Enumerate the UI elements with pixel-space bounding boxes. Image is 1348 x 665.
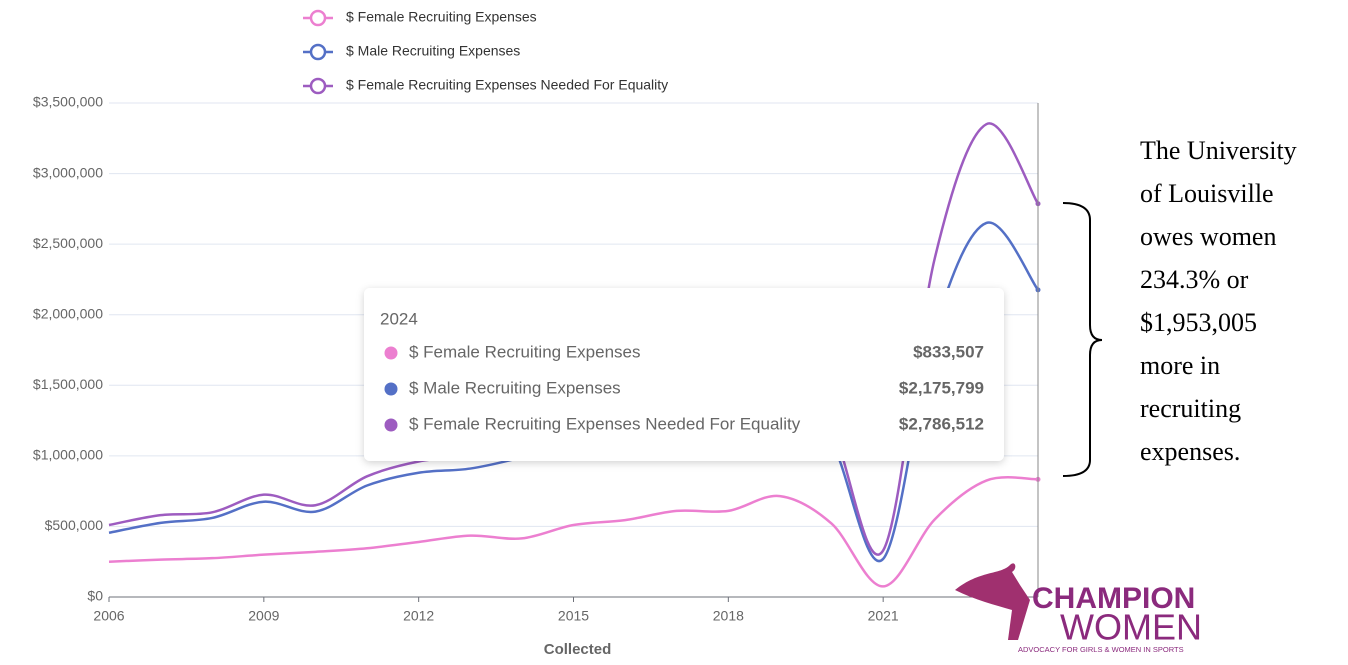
annotation-line: more in [1140, 351, 1220, 380]
x-tick-label: 2012 [403, 608, 434, 624]
annotation-line: $1,953,005 [1140, 308, 1257, 337]
logo-line2: WOMEN [1060, 607, 1202, 648]
annotation-line: owes women [1140, 222, 1276, 251]
tooltip-value: $2,175,799 [899, 378, 984, 397]
annotation-line: 234.3% or [1140, 265, 1249, 294]
legend-marker [309, 77, 327, 95]
logo-figure [955, 563, 1030, 640]
x-tick-label: 2009 [248, 608, 279, 624]
y-tick-label: $2,500,000 [33, 235, 103, 251]
legend-marker [309, 43, 327, 61]
logo-tagline: ADVOCACY FOR GIRLS & WOMEN IN SPORTS [1018, 645, 1184, 654]
y-tick-label: $2,000,000 [33, 305, 103, 321]
annotation-line: expenses. [1140, 437, 1240, 466]
logo-line1: CHAMPION [1032, 582, 1195, 615]
legend-label: $ Female Recruiting Expenses Needed For … [346, 77, 668, 93]
bracket [1062, 202, 1103, 477]
x-axis-label: Collected [544, 641, 612, 658]
legend-label: $ Male Recruiting Expenses [346, 43, 520, 59]
tooltip-box [364, 288, 1004, 461]
legend-label: $ Female Recruiting Expenses [346, 9, 537, 25]
tooltip-value: $2,786,512 [899, 414, 984, 433]
legend-marker [309, 9, 327, 27]
y-tick-label: $3,000,000 [33, 164, 103, 180]
x-tick-label: 2015 [558, 608, 589, 624]
x-tick-label: 2006 [93, 608, 124, 624]
tooltip-marker [384, 382, 398, 396]
annotation-line: The University [1140, 136, 1297, 165]
y-tick-label: $0 [87, 588, 103, 604]
annotation-line: of Louisville [1140, 179, 1274, 208]
y-tick-label: $500,000 [45, 517, 104, 533]
tooltip-name: $ Female Recruiting Expenses Needed For … [409, 414, 801, 433]
tooltip-title: 2024 [380, 309, 418, 328]
x-tick-label: 2021 [868, 608, 899, 624]
series-line [108, 476, 1039, 588]
y-tick-label: $1,500,000 [33, 376, 103, 392]
tooltip-marker [384, 346, 398, 360]
logo: CHAMPION WOMEN ADVOCACY FOR GIRLS & WOME… [955, 563, 1202, 654]
tooltip-name: $ Male Recruiting Expenses [409, 378, 621, 397]
tooltip-marker [384, 418, 398, 432]
y-tick-label: $1,000,000 [33, 447, 103, 463]
tooltip-value: $833,507 [913, 342, 984, 361]
x-tick-label: 2018 [713, 608, 744, 624]
annotation-line: recruiting [1140, 394, 1241, 423]
tooltip-name: $ Female Recruiting Expenses [409, 342, 641, 361]
y-tick-label: $3,500,000 [33, 94, 103, 110]
